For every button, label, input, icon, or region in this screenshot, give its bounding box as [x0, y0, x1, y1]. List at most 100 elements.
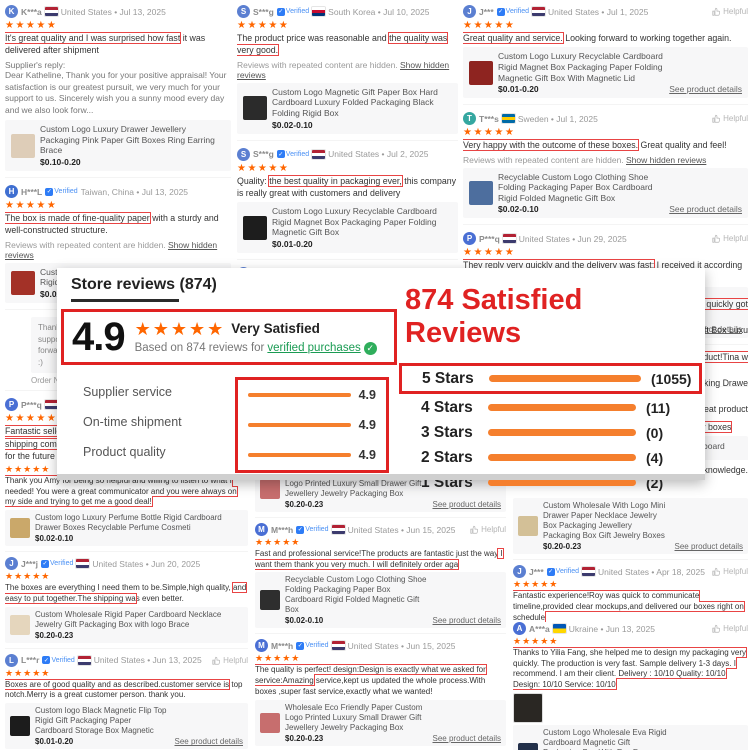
verified-check-icon: ✓ [45, 187, 54, 196]
clipped-text: knowledge. [703, 465, 748, 475]
rating-distribution: 5 Stars (1055) 4 Stars (11) 3 Stars (0) … [399, 363, 703, 495]
see-product-details-link[interactable]: See product details [432, 616, 502, 626]
rating-count: (1055) [651, 370, 692, 387]
see-product-details-link[interactable]: See product details [432, 500, 502, 509]
review-header: A A***a Ukraine • Jun 13, 2025 Helpful [513, 622, 748, 635]
verified-label: Verified [305, 642, 329, 650]
hidden-reviews-note: Reviews with repeated content are hidden… [237, 60, 458, 80]
verified-label: Verified [285, 150, 310, 158]
helpful-button[interactable]: Helpful [212, 656, 248, 665]
product-price: $0.02-0.10 [498, 204, 539, 215]
product-row[interactable]: Recyclable Custom Logo Clothing Shoe Fol… [255, 572, 506, 629]
thumb-up-icon [712, 7, 721, 16]
helpful-button[interactable]: Helpful [712, 567, 748, 576]
based-on-text: Based on 874 reviews for [134, 342, 265, 354]
review-meta: United States • Jun 29, 2025 [518, 233, 627, 244]
star-rating: ★★★★★ [5, 464, 51, 474]
review-text-segment: it was delivered after shipment [5, 33, 206, 56]
see-product-details-link[interactable]: See product details [669, 323, 742, 334]
review-text: Very happy with the outcome of these box… [463, 139, 748, 152]
product-thumbnail [243, 96, 267, 121]
review-photo-thumbnail[interactable] [513, 693, 543, 724]
show-hidden-reviews-link[interactable]: Show hidden reviews [5, 239, 218, 260]
review-header: M M***h ✓ Verified United States • Jun 15, 2… [255, 639, 506, 653]
helpful-button[interactable]: Helpful [712, 114, 748, 123]
verified-badge: ✓Verified [42, 656, 75, 665]
product-row[interactable]: Custom Logo Magnetic Gift Paper Box Hard… [237, 82, 458, 134]
country-flag-icon [44, 7, 58, 16]
review-header: M M***h ✓ Verified United States • Jun 15, 2… [255, 523, 506, 536]
product-row[interactable]: Wholesale Eco Friendly Paper Custom Logo… [255, 699, 506, 746]
country-flag-icon [532, 7, 546, 16]
product-price: $0.01-0.20 [498, 84, 539, 95]
review-text: Fantastic experience!Roy was quick to co… [513, 590, 748, 622]
product-thumbnail [260, 479, 280, 499]
show-hidden-reviews-link[interactable]: Show hidden reviews [626, 154, 707, 165]
review-text-segment: Great quality and feel! [638, 140, 727, 151]
verified-check-icon: ✓ [296, 641, 305, 650]
see-product-details-link[interactable]: See product details [174, 737, 244, 747]
verified-badge: ✓Verified [276, 7, 309, 16]
highlighted-text: I want them thank you very much. I will … [255, 547, 504, 570]
helpful-button[interactable]: Helpful [712, 234, 748, 243]
see-product-details-link[interactable]: See product details [669, 84, 742, 95]
product-row[interactable]: Custom Logo Wholesale Eva Rigid Cardboar… [513, 725, 748, 750]
star-rating-icon: ★★★★★ [134, 318, 226, 339]
avatar: T [463, 112, 476, 126]
clipped-text-line: er Gift Box Luxu [548, 324, 748, 336]
product-name: Custom Wholesale Rigid Paper Cardboard N… [35, 609, 222, 629]
review-text: The product price was reasonable and the… [237, 31, 458, 57]
metric-label-supplier-service: Supplier service [83, 385, 172, 399]
verified-badge: ✓Verified [496, 7, 529, 16]
review-meta: Sweden • Jul 1, 2025 [517, 113, 598, 124]
highlighted-text: Boxes are of good quality and as describ… [5, 678, 231, 690]
product-name: Custom Wholesale With Logo Mini Drawer P… [543, 501, 666, 541]
product-row[interactable]: Custom Logo Luxury Drawer Jewellery Pack… [5, 120, 231, 172]
review-header: H H***L ✓ Verified Taiwan, China • Jul 13, 2… [5, 185, 231, 199]
product-price: $0.20-0.23 [285, 500, 324, 509]
metric-label-on-time-shipment: On-time shipment [83, 415, 182, 429]
product-row[interactable]: Custom Logo Luxury Recyclable Cardboard … [463, 47, 748, 99]
thumb-up-icon [712, 624, 721, 633]
review-card: Custom Wholesale With Logo Mini Drawer P… [513, 498, 748, 561]
star-rating: ★★★★★ [5, 667, 51, 678]
rating-bar [488, 454, 636, 461]
rating-row-4-stars: 4 Stars (11) [405, 395, 702, 420]
helpful-button[interactable]: Helpful [712, 624, 748, 633]
hidden-reviews-text: Reviews with repeated content are hidden… [463, 154, 627, 165]
product-info: Custom Wholesale Rigid Paper Cardboard N… [35, 610, 243, 640]
helpful-button[interactable]: Helpful [470, 525, 506, 534]
product-thumbnail [11, 270, 35, 295]
metric-bar [248, 453, 351, 457]
reviewer-name: A***a [529, 623, 550, 634]
rating-bar [488, 429, 636, 436]
verified-check-icon: ✓ [496, 7, 505, 16]
product-row[interactable]: Custom logo Black Magnetic Flip Top Rigi… [5, 703, 248, 750]
helpful-label: Helpful [723, 7, 748, 16]
verified-badge: ✓Verified [546, 567, 579, 576]
see-product-details-link[interactable]: See product details [432, 733, 502, 743]
helpful-button[interactable]: Helpful [712, 7, 748, 16]
verified-badge: ✓Verified [45, 187, 78, 196]
avatar: K [5, 5, 18, 18]
country-flag-icon [76, 559, 90, 569]
verified-purchases-link[interactable]: verified purchases [267, 342, 361, 354]
product-row[interactable]: Custom Logo Luxury Recyclable Cardboard … [237, 202, 458, 253]
highlighted-text: Great quality and service. [463, 32, 564, 44]
clipped-text: er Gift Box Luxu [684, 325, 748, 336]
show-hidden-reviews-link[interactable]: Show hidden reviews [237, 59, 450, 80]
see-product-details-link[interactable]: See product details [674, 542, 744, 552]
product-row[interactable]: Recyclable Custom Logo Clothing Shoe Fol… [463, 167, 748, 219]
product-row[interactable]: Custom Wholesale Rigid Paper Cardboard N… [5, 606, 248, 643]
product-row[interactable]: Custom Wholesale With Logo Mini Drawer P… [513, 498, 748, 555]
hidden-reviews-text: Reviews with repeated content are hidden… [5, 239, 169, 250]
review-text-segment: The boxes are everything I need them to … [5, 583, 233, 593]
overall-score: 4.9 [72, 315, 126, 359]
rating-row-label: 2 Stars [421, 448, 473, 466]
highlighted-text: e product!Tina w [682, 350, 748, 363]
see-product-details-link[interactable]: See product details [669, 204, 742, 215]
product-row[interactable]: Custom logo Luxury Perfume Bottle Rigid … [5, 510, 248, 547]
